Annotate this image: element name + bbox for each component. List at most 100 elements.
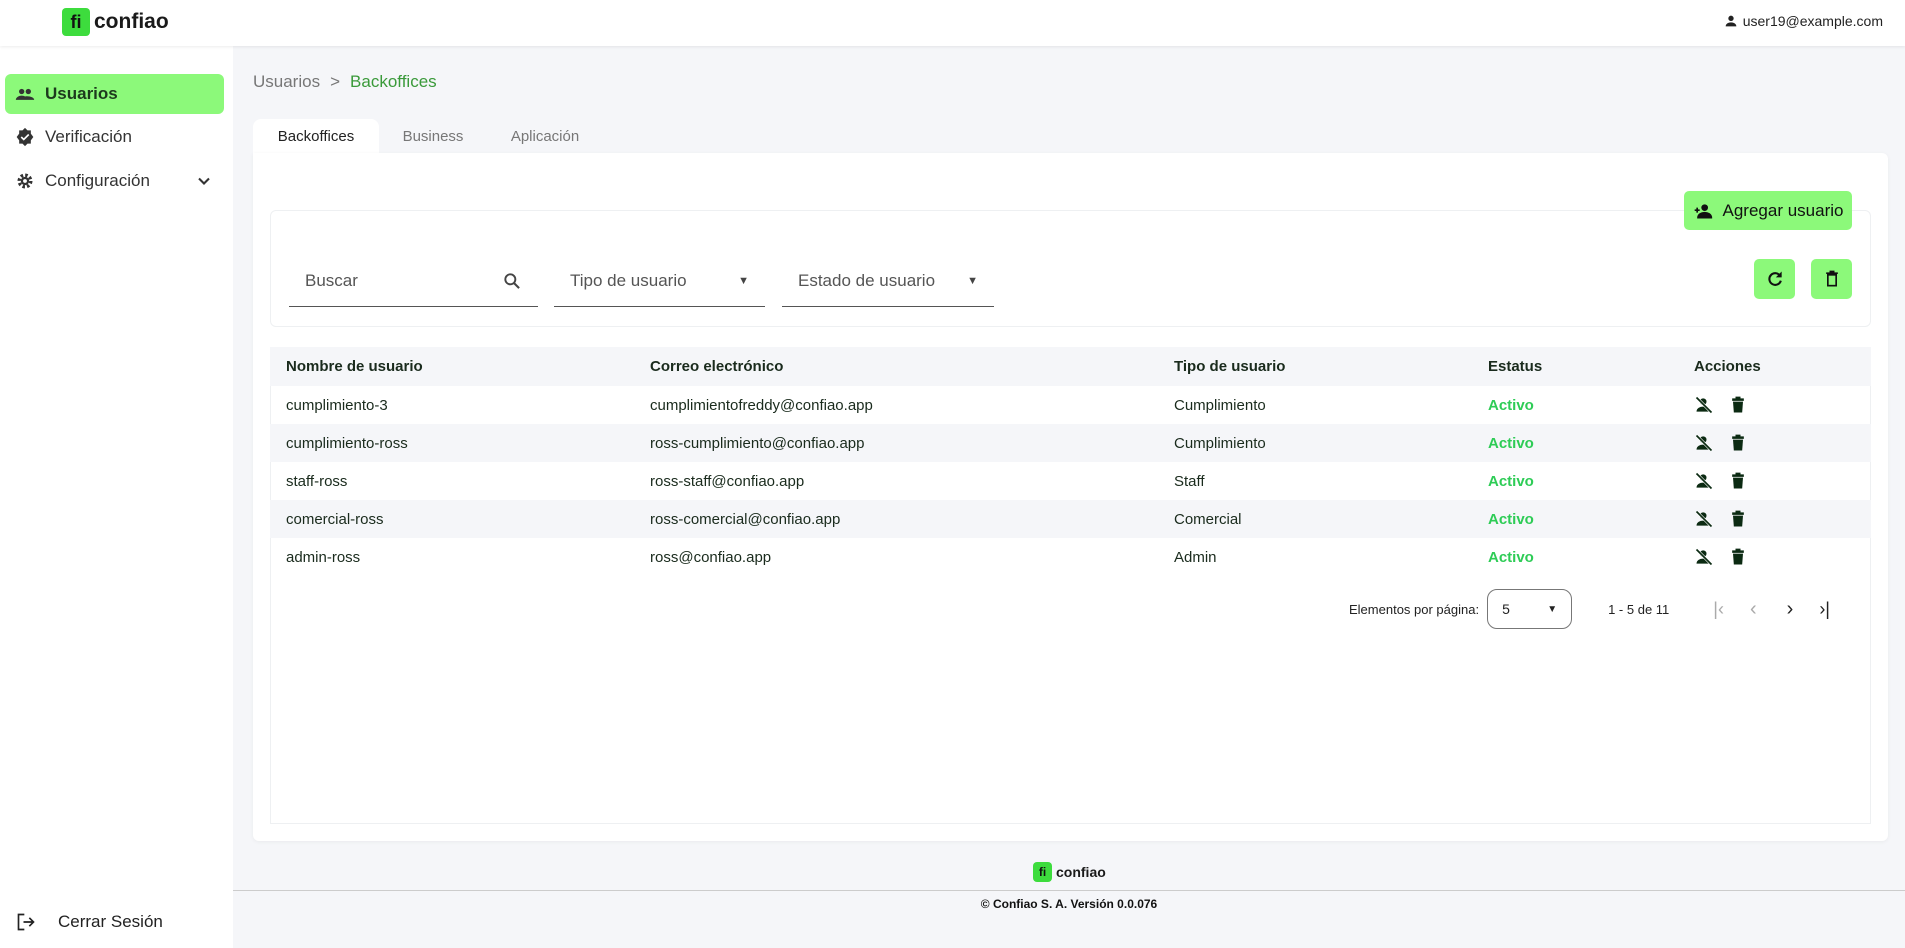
user-type-label: Tipo de usuario: [570, 270, 687, 290]
header-status: Estatus: [1488, 358, 1543, 375]
trash-icon[interactable]: [1728, 547, 1748, 567]
status-cell: Activo: [1488, 548, 1534, 566]
tab-aplicacion[interactable]: Aplicación: [510, 127, 580, 145]
sidebar-item-usuarios[interactable]: Usuarios: [5, 74, 224, 114]
username-cell: staff-ross: [286, 472, 348, 490]
trash-icon[interactable]: [1728, 395, 1748, 415]
header-user-type: Tipo de usuario: [1174, 358, 1286, 375]
table-row: comercial-ross ross-comercial@confiao.app…: [270, 500, 1871, 538]
user-email: user19@example.com: [1742, 13, 1883, 29]
email-cell: ross-cumplimiento@confiao.app: [650, 434, 865, 452]
refresh-button[interactable]: [1754, 259, 1795, 299]
username-cell: cumplimiento-ross: [286, 434, 408, 452]
chevron-down-icon: [198, 177, 210, 185]
trash-outline-icon: [1825, 270, 1838, 287]
prev-page-button[interactable]: ‹: [1749, 597, 1757, 620]
user-type-cell: Cumplimiento: [1174, 396, 1266, 414]
user-state-select[interactable]: Estado de usuario ▼: [782, 255, 994, 307]
table-row: cumplimiento-3 cumplimientofreddy@confiao…: [270, 386, 1871, 424]
email-cell: cumplimientofreddy@confiao.app: [650, 396, 873, 414]
actions-cell: [1694, 433, 1748, 453]
confiao-logo[interactable]: fi confiao: [62, 8, 169, 36]
username-cell: cumplimiento-3: [286, 396, 388, 414]
sidebar: Usuarios Verificación Configuración Cerr…: [0, 46, 233, 948]
user-type-cell: Cumplimiento: [1174, 434, 1266, 452]
tab-business[interactable]: Business: [402, 127, 464, 145]
username-cell: comercial-ross: [286, 510, 384, 528]
email-cell: ross-comercial@confiao.app: [650, 510, 841, 528]
users-table: Nombre de usuario Correo electrónico Tip…: [270, 347, 1871, 576]
search-placeholder: Buscar: [305, 270, 358, 290]
user-state-label: Estado de usuario: [798, 270, 936, 290]
logout-label: Cerrar Sesión: [58, 912, 163, 931]
filter-panel: [270, 210, 1871, 327]
logout-icon: [17, 913, 35, 931]
breadcrumb-separator: >: [330, 72, 341, 91]
paginator: Elementos por página: 5 ▼ 1 - 5 de 11 |‹…: [1349, 589, 1830, 629]
trash-icon[interactable]: [1728, 433, 1748, 453]
user-type-cell: Admin: [1174, 548, 1217, 566]
logout-button[interactable]: Cerrar Sesión: [16, 912, 163, 932]
page-size-select[interactable]: 5 ▼: [1487, 589, 1573, 629]
verified-icon: [16, 127, 34, 147]
dropdown-arrow-icon: ▼: [1547, 603, 1558, 615]
actions-cell: [1694, 395, 1748, 415]
person-off-icon[interactable]: [1694, 547, 1714, 567]
user-type-cell: Staff: [1174, 472, 1205, 490]
status-cell: Activo: [1488, 434, 1534, 452]
username-cell: admin-ross: [286, 548, 361, 566]
refresh-icon: [1767, 271, 1782, 286]
add-user-button[interactable]: Agregar usuario: [1684, 191, 1852, 230]
actions-cell: [1694, 547, 1748, 567]
header-email: Correo electrónico: [650, 358, 784, 375]
next-page-button[interactable]: ›: [1786, 597, 1794, 620]
person-add-icon: [1694, 203, 1712, 218]
add-user-label: Agregar usuario: [1722, 200, 1844, 220]
delete-all-button[interactable]: [1811, 259, 1852, 299]
tab-backoffices[interactable]: Backoffices: [253, 119, 379, 153]
table-row: admin-ross ross@confiao.app Admin Activo: [270, 538, 1871, 576]
dropdown-arrow-icon: ▼: [738, 274, 749, 287]
trash-icon[interactable]: [1728, 509, 1748, 529]
sidebar-item-label: Verificación: [45, 127, 132, 146]
page-size-label: Elementos por página:: [1349, 601, 1480, 617]
email-cell: ross-staff@confiao.app: [650, 472, 805, 490]
people-icon: [15, 88, 35, 100]
breadcrumb-parent[interactable]: Usuarios: [253, 72, 321, 91]
status-cell: Activo: [1488, 510, 1534, 528]
footer-divider: [233, 890, 1905, 891]
table-row: cumplimiento-ross ross-cumplimiento@confi…: [270, 424, 1871, 462]
person-off-icon[interactable]: [1694, 395, 1714, 415]
breadcrumb: Usuarios > Backoffices: [253, 72, 437, 92]
actions-cell: [1694, 509, 1748, 529]
person-icon: [1725, 15, 1737, 27]
person-off-icon[interactable]: [1694, 471, 1714, 491]
page-size-value: 5: [1502, 601, 1510, 617]
sidebar-item-verificacion[interactable]: Verificación: [5, 117, 224, 157]
table-header-row: Nombre de usuario Correo electrónico Tip…: [270, 347, 1871, 386]
table-row: staff-ross ross-staff@confiao.app Staff Act…: [270, 462, 1871, 500]
dropdown-arrow-icon: ▼: [967, 274, 978, 287]
status-cell: Activo: [1488, 472, 1534, 490]
email-cell: ross@confiao.app: [650, 548, 772, 566]
person-off-icon[interactable]: [1694, 509, 1714, 529]
search-icon[interactable]: [502, 271, 522, 291]
sidebar-item-configuracion[interactable]: Configuración: [5, 161, 224, 201]
user-type-select[interactable]: Tipo de usuario ▼: [554, 255, 765, 307]
footer-logo: fi confiao: [1033, 862, 1106, 882]
sidebar-item-label: Configuración: [45, 171, 150, 190]
gear-icon: [17, 173, 33, 189]
status-cell: Activo: [1488, 396, 1534, 414]
search-input[interactable]: Buscar: [289, 255, 538, 307]
trash-icon[interactable]: [1728, 471, 1748, 491]
user-type-cell: Comercial: [1174, 510, 1242, 528]
last-page-button[interactable]: ›|: [1819, 598, 1830, 619]
page-range: 1 - 5 de 11: [1608, 601, 1670, 617]
first-page-button[interactable]: |‹: [1713, 598, 1724, 619]
header-actions: Acciones: [1694, 358, 1761, 375]
person-off-icon[interactable]: [1694, 433, 1714, 453]
sidebar-item-label: Usuarios: [45, 84, 118, 103]
copyright: © Confiao S. A. Versión 0.0.076: [980, 897, 1158, 911]
actions-cell: [1694, 471, 1748, 491]
user-menu[interactable]: user19@example.com: [1723, 13, 1883, 29]
